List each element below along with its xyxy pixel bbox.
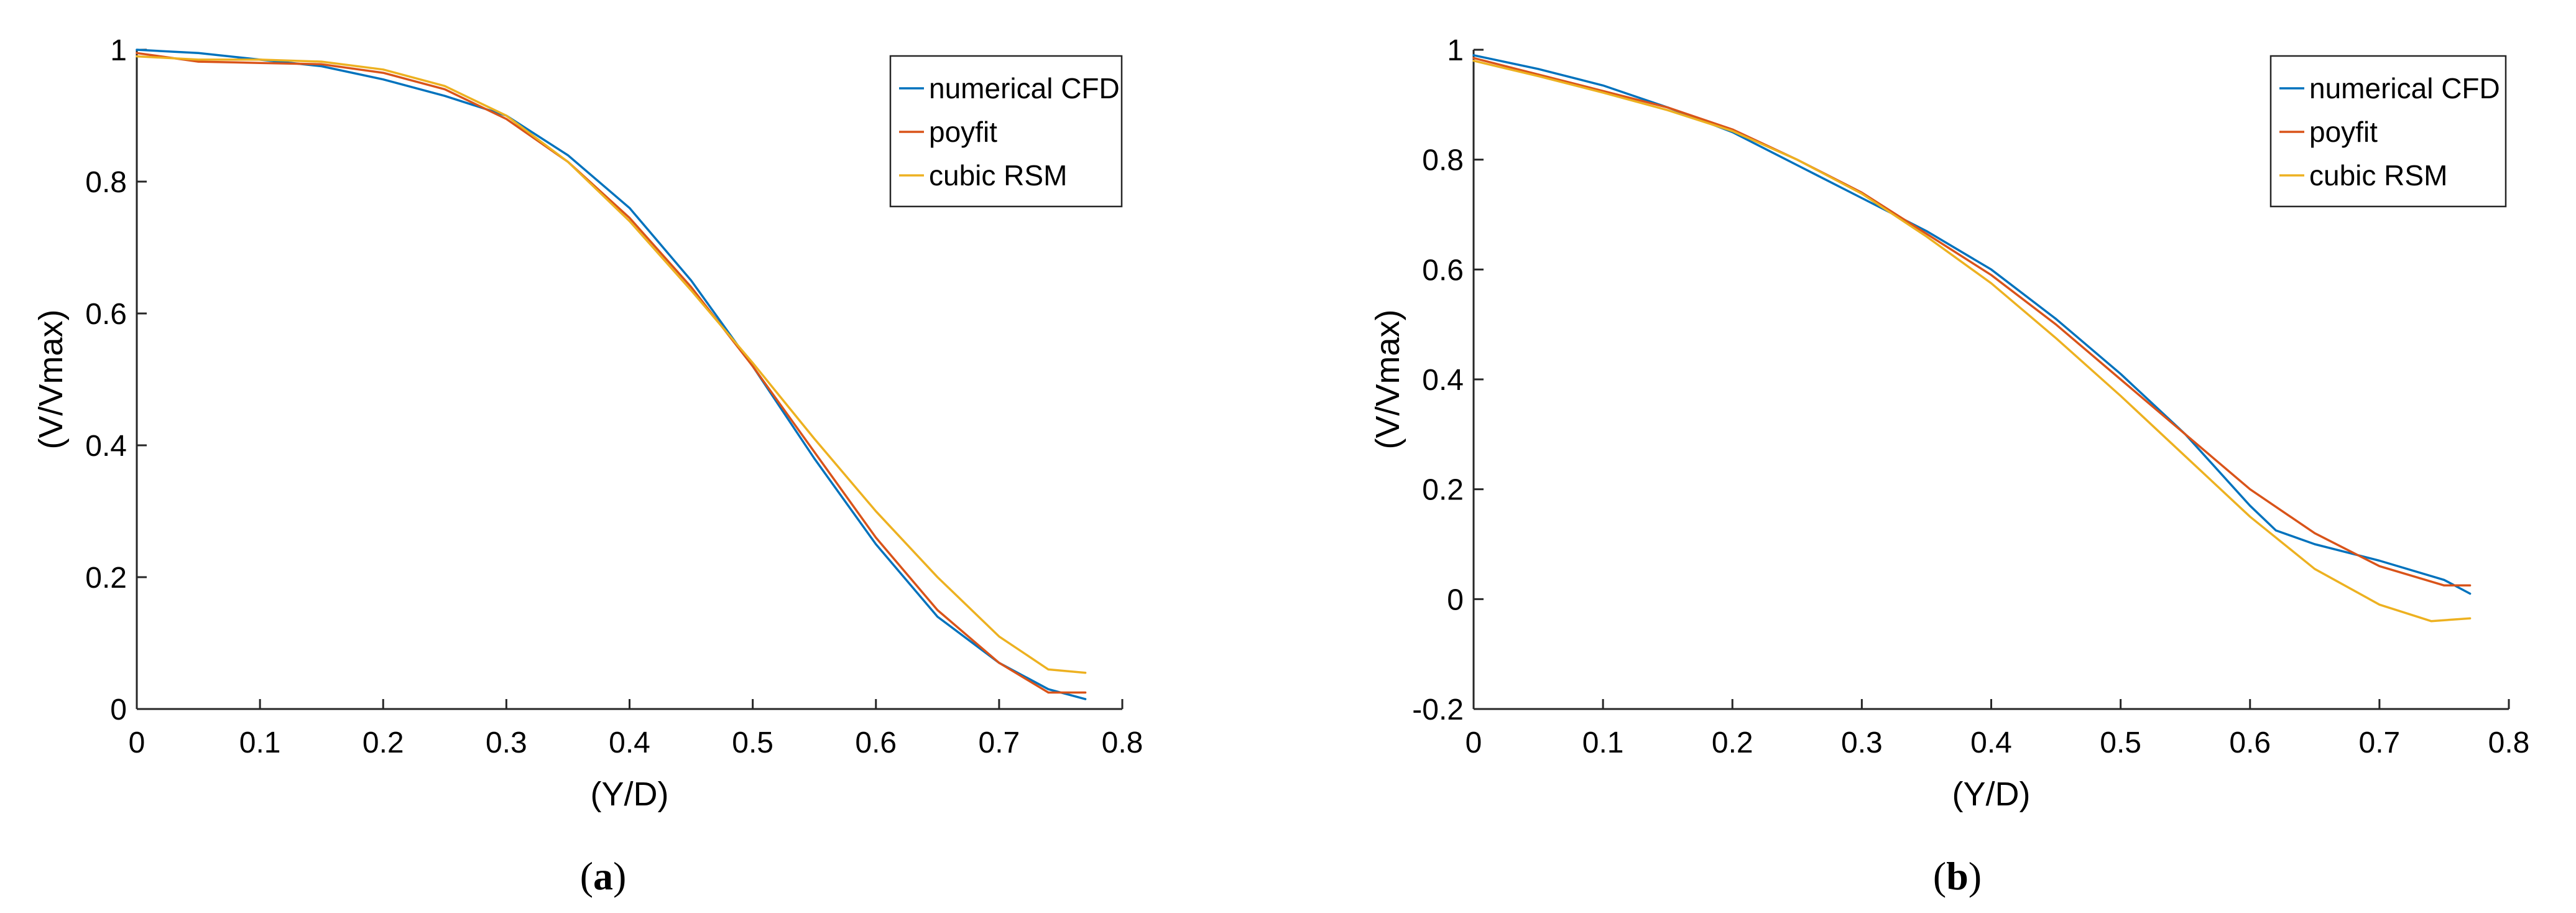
caption-letter: b [1946, 854, 1969, 898]
y-tick-label: 1 [110, 34, 127, 67]
y-axis-label: (V/Vmax) [32, 309, 70, 449]
x-tick-label: 0.5 [2100, 726, 2141, 759]
series-line-poyfit [1472, 57, 2472, 587]
x-tick-label: 0 [1466, 726, 1482, 759]
legend-entry: poyfit [929, 116, 997, 148]
x-tick-label: 0.8 [1102, 726, 1143, 759]
x-tick-label: 0.2 [362, 726, 404, 759]
x-tick-label: 0.8 [2488, 726, 2530, 759]
caption-letter: a [593, 854, 613, 898]
legend-entry: poyfit [2309, 116, 2378, 148]
panel-b: 0 0.1 0.2 0.3 0.4 0.5 0.6 0.7 0.8-0.200.20.40.60… [1369, 34, 2529, 898]
legend-box [2269, 55, 2507, 208]
caption-open-paren: ( [1933, 854, 1946, 898]
x-tick-label: 0.6 [2229, 726, 2271, 759]
y-tick-label: 0 [110, 693, 127, 726]
series-line-poyfit [136, 52, 1087, 694]
panel-caption: (a) [580, 854, 627, 898]
x-axis-label: (Y/D) [1952, 776, 2031, 813]
x-tick-label: 0.3 [486, 726, 527, 759]
x-tick-label: 0.4 [609, 726, 650, 759]
y-axis-label: (V/Vmax) [1369, 309, 1406, 449]
y-tick-label: 0.4 [1422, 364, 1464, 397]
y-tick-label: 1 [1447, 34, 1464, 67]
x-tick-label: 0.6 [855, 726, 897, 759]
legend-entry: cubic RSM [2309, 159, 2447, 192]
y-tick-label: -0.2 [1412, 693, 1464, 726]
y-tick-label: 0.4 [85, 430, 127, 463]
y-tick-label: 0 [1447, 583, 1464, 616]
x-tick-label: 0.1 [239, 726, 281, 759]
panel-a: 0 0.1 0.2 0.3 0.4 0.5 0.6 0.7 0.8 0 0.2 0.4 0.6 0.8 1 (… [32, 34, 1143, 898]
x-tick-label: 0.5 [732, 726, 773, 759]
y-tick-label: 0.2 [85, 562, 127, 595]
x-tick-label: 0.1 [1582, 726, 1624, 759]
caption-close-paren: ) [613, 854, 626, 898]
x-tick-label: 0.4 [1970, 726, 2012, 759]
x-tick-label: 0.7 [2359, 726, 2401, 759]
legend-entry: cubic RSM [929, 159, 1067, 192]
x-tick-label: 0.7 [979, 726, 1020, 759]
legend-box [889, 55, 1123, 208]
y-tick-label: 0.8 [1422, 144, 1464, 177]
caption-open-paren: ( [580, 854, 593, 898]
x-tick-label: 0 [129, 726, 145, 759]
series-line-cubic-rsm [136, 55, 1087, 674]
legend-entry: numerical CFD [929, 72, 1120, 104]
x-tick-label: 0.2 [1712, 726, 1753, 759]
panel-caption: (b) [1933, 854, 1982, 898]
y-tick-label: 0.6 [1422, 254, 1464, 287]
legend: numerical CFD poyfit cubic RSM [2269, 55, 2507, 208]
legend-entry: numerical CFD [2309, 72, 2500, 104]
x-tick-label: 0.3 [1841, 726, 1883, 759]
caption-close-paren: ) [1969, 854, 1982, 898]
legend: numerical CFD poyfit cubic RSM [889, 55, 1123, 208]
y-tick-label: 0.2 [1422, 474, 1464, 507]
y-tick-label: 0.6 [85, 298, 127, 331]
x-axis-label: (Y/D) [591, 776, 669, 813]
y-tick-label: 0.8 [85, 166, 127, 199]
series-line-cubic-rsm [1472, 59, 2472, 623]
